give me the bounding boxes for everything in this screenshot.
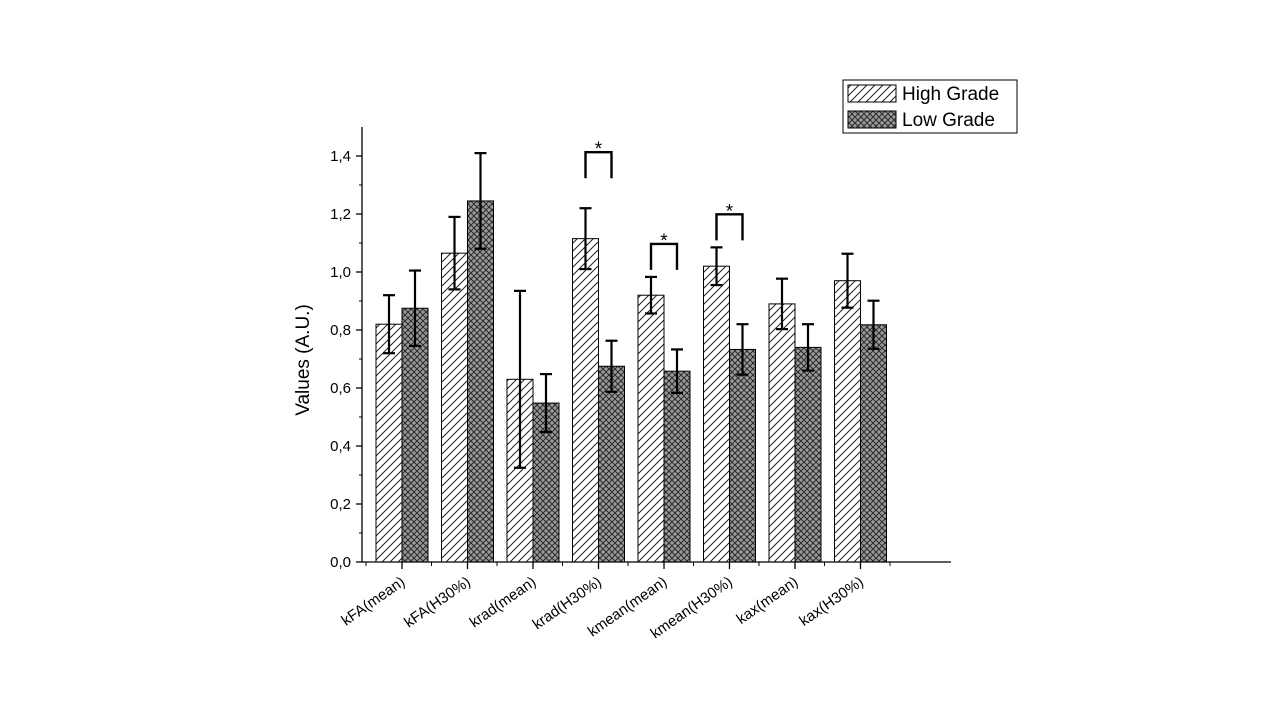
significance-brackets: * * * xyxy=(584,139,744,270)
y-tick-label-0: 0,0 xyxy=(330,554,351,571)
bar-high-grade-4 xyxy=(637,294,665,563)
error-bar-high-grade-4 xyxy=(645,275,657,315)
bar-high-grade-7 xyxy=(834,280,861,563)
y-tick-label-1: 0,2 xyxy=(330,496,351,513)
legend-swatch-low-grade xyxy=(847,110,897,129)
y-tick-label-5: 1,0 xyxy=(330,264,351,281)
error-bar-high-grade-0 xyxy=(383,294,395,355)
legend-label-high-grade: High Grade xyxy=(902,84,999,105)
bar-low-grade-5 xyxy=(729,348,756,563)
bar-high-grade-6 xyxy=(768,303,796,563)
y-tick-label-3: 0,6 xyxy=(330,380,351,397)
bars xyxy=(375,200,887,563)
y-tick-label-7: 1,4 xyxy=(330,148,351,165)
bar-low-grade-6 xyxy=(794,346,822,563)
error-bar-high-grade-3 xyxy=(579,207,592,271)
error-bar-low-grade-1 xyxy=(474,152,487,250)
error-bar-low-grade-7 xyxy=(867,299,880,350)
error-bar-high-grade-7 xyxy=(841,252,854,309)
error-bar-low-grade-3 xyxy=(605,339,618,393)
bar-low-grade-4 xyxy=(663,370,691,563)
bar-high-grade-0 xyxy=(375,323,403,563)
significance-bracket-1: * xyxy=(649,231,679,270)
legend-label-low-grade: Low Grade xyxy=(902,110,995,131)
y-tick-label-4: 0,8 xyxy=(330,322,351,339)
y-axis-label: Values (A.U.) xyxy=(293,304,314,416)
error-bar-low-grade-2 xyxy=(540,372,552,434)
y-ticks: 0,0 0,2 0,4 0,6 0,8 1,0 1,2 1,4 xyxy=(330,148,362,571)
significance-label-1: * xyxy=(660,231,668,252)
bar-low-grade-1 xyxy=(467,200,494,563)
error-bar-low-grade-0 xyxy=(409,269,421,348)
error-bar-high-grade-1 xyxy=(448,215,461,291)
axes xyxy=(361,127,951,563)
significance-label-0: * xyxy=(595,139,603,160)
y-tick-label-6: 1,2 xyxy=(330,206,351,223)
error-bars xyxy=(383,152,880,469)
bar-high-grade-3 xyxy=(572,238,599,563)
y-tick-label-2: 0,4 xyxy=(330,438,351,455)
error-bar-high-grade-6 xyxy=(776,277,788,331)
legend: High Grade Low Grade xyxy=(842,79,1018,134)
bar-high-grade-1 xyxy=(441,252,468,563)
error-bar-high-grade-5 xyxy=(710,246,723,287)
bar-low-grade-7 xyxy=(860,324,887,563)
error-bar-low-grade-5 xyxy=(736,323,749,376)
significance-bracket-2: * xyxy=(715,201,744,241)
error-bar-high-grade-2 xyxy=(514,289,526,469)
significance-bracket-0: * xyxy=(584,139,613,179)
bar-high-grade-5 xyxy=(703,265,730,563)
legend-swatch-high-grade xyxy=(847,84,897,103)
significance-label-2: * xyxy=(726,201,734,222)
error-bar-low-grade-4 xyxy=(671,348,683,395)
bar-low-grade-3 xyxy=(598,365,625,563)
error-bar-low-grade-6 xyxy=(802,323,814,372)
